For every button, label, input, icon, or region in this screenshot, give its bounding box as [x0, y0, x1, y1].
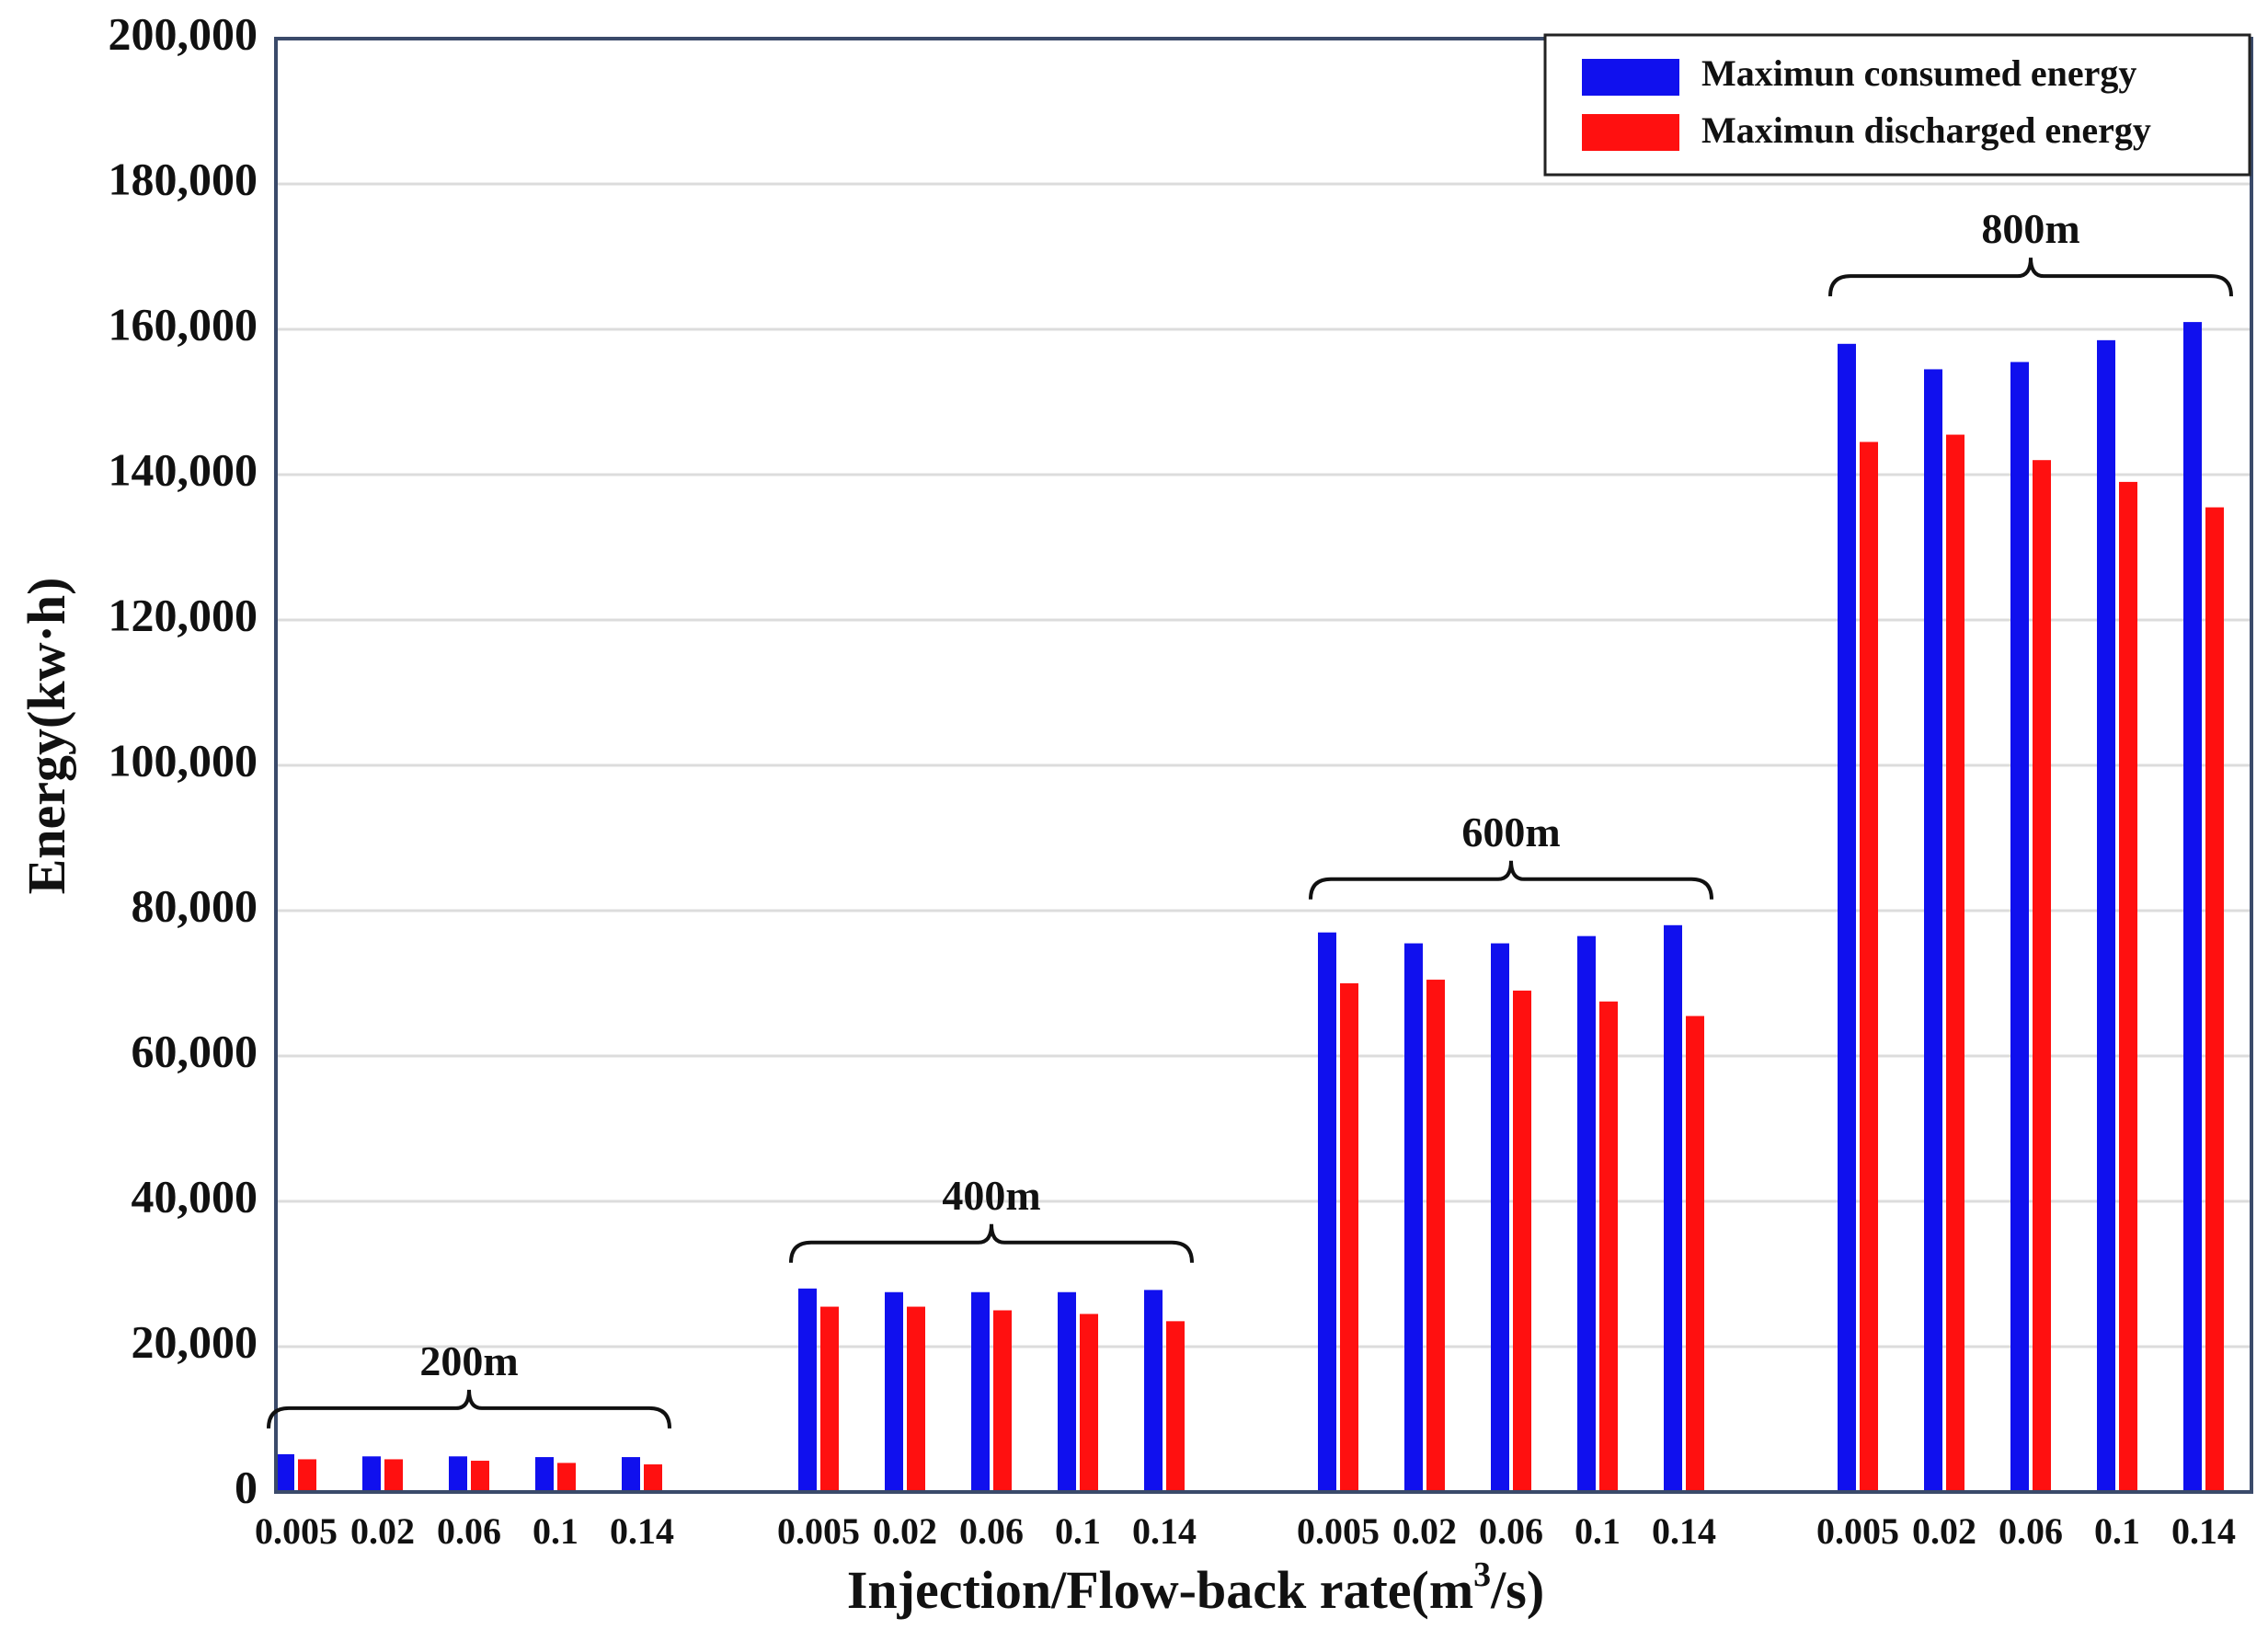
bar-consumed [885, 1291, 903, 1492]
y-axis-title: Energy(kw·h) [17, 578, 76, 895]
x-tick-label: 0.14 [1132, 1510, 1197, 1552]
bar-consumed [1664, 924, 1682, 1492]
bar-discharged [2119, 481, 2137, 1492]
x-axis-title-main: Injection/Flow-back rate(m [847, 1560, 1473, 1620]
x-tick-label: 0.005 [1816, 1510, 1899, 1552]
bar-consumed [798, 1288, 817, 1492]
bar-discharged [1860, 442, 1878, 1493]
x-tick-label: 0.005 [255, 1510, 338, 1552]
plot-area-frame [274, 37, 2253, 1494]
legend-swatch-discharged [1582, 114, 1679, 151]
bar-consumed [535, 1457, 554, 1492]
x-tick-label: 0.06 [959, 1510, 1024, 1552]
x-tick-label: 0.14 [2171, 1510, 2236, 1552]
x-tick-label: 0.1 [533, 1510, 578, 1552]
bar-discharged [557, 1463, 576, 1492]
bar-consumed [449, 1456, 467, 1492]
bar-consumed [2183, 322, 2202, 1493]
x-tick-label: 0.02 [1392, 1510, 1457, 1552]
group-label: 800m [1981, 205, 2079, 252]
legend-label-discharged: Maximun discharged energy [1701, 109, 2151, 151]
x-axis-title-superscript: 3 [1473, 1555, 1491, 1594]
x-tick-label: 0.02 [1912, 1510, 1976, 1552]
bar-consumed [1404, 943, 1423, 1492]
legend-label-consumed: Maximun consumed energy [1701, 52, 2136, 94]
bar-consumed [1491, 943, 1509, 1492]
bar-consumed [622, 1457, 640, 1492]
y-tick-label: 40,000 [132, 1170, 258, 1222]
bar-discharged [1426, 980, 1445, 1492]
bar-discharged [2205, 507, 2224, 1492]
y-tick-label: 0 [235, 1461, 258, 1512]
bar-discharged [993, 1310, 1012, 1492]
legend: Maximun consumed energy Maximun discharg… [1543, 33, 2251, 177]
bar-consumed [1144, 1290, 1163, 1492]
group-brace [789, 1223, 1194, 1263]
y-tick-label: 160,000 [109, 298, 258, 350]
bar-discharged [471, 1461, 489, 1492]
group-label: 200m [419, 1337, 518, 1384]
y-tick-label: 20,000 [132, 1315, 258, 1367]
bar-consumed [1838, 343, 1856, 1492]
bar-discharged [644, 1463, 662, 1492]
group-label: 600m [1461, 809, 1560, 855]
y-tick-label: 180,000 [109, 153, 258, 204]
bar-discharged [1340, 983, 1358, 1492]
bar-discharged [1599, 1001, 1618, 1492]
group-brace [1309, 860, 1713, 900]
legend-swatch-consumed [1582, 59, 1679, 96]
grid-lines [276, 182, 2251, 1348]
x-tick-label: 0.06 [1479, 1510, 1543, 1552]
bar-discharged [384, 1459, 403, 1492]
bar-consumed [1058, 1291, 1076, 1492]
bar-consumed [2010, 361, 2029, 1492]
bar-discharged [1946, 434, 1964, 1492]
x-tick-label: 0.005 [1297, 1510, 1380, 1552]
bars [276, 322, 2224, 1493]
bar-consumed [1318, 932, 1336, 1492]
bar-discharged [298, 1459, 316, 1492]
bar-consumed [971, 1291, 990, 1492]
bar-discharged [820, 1306, 839, 1492]
y-tick-label: 200,000 [109, 7, 258, 59]
x-tick-label: 0.06 [437, 1510, 501, 1552]
x-axis-title: Injection/Flow-back rate(m3/s) [847, 1555, 1544, 1620]
y-tick-label: 80,000 [132, 879, 258, 931]
bar-consumed [362, 1456, 381, 1492]
x-tick-label: 0.1 [1055, 1510, 1101, 1552]
x-tick-label: 0.02 [873, 1510, 937, 1552]
group-brace [267, 1389, 671, 1429]
y-axis-ticks: 0 20,000 40,000 60,000 80,000 100,000 120,000 1… [109, 7, 258, 1512]
bar-discharged [1686, 1016, 1704, 1492]
y-tick-label: 120,000 [109, 589, 258, 640]
x-axis-title-tail: /s) [1490, 1560, 1544, 1620]
x-tick-label: 0.1 [1575, 1510, 1621, 1552]
bar-consumed [1924, 369, 1942, 1493]
x-tick-label: 0.06 [1999, 1510, 2063, 1552]
bar-discharged [2033, 460, 2051, 1493]
bar-consumed [1577, 935, 1596, 1492]
bar-discharged [1166, 1321, 1185, 1492]
y-tick-label: 140,000 [109, 443, 258, 495]
x-tick-label: 0.14 [610, 1510, 674, 1552]
x-tick-label: 0.005 [777, 1510, 860, 1552]
bar-consumed [2097, 339, 2115, 1493]
x-tick-label: 0.14 [1652, 1510, 1716, 1552]
bar-discharged [1080, 1314, 1098, 1492]
group-brace [1828, 258, 2233, 297]
bar-discharged [1513, 990, 1531, 1492]
x-tick-label: 0.02 [350, 1510, 415, 1552]
bar-discharged [907, 1306, 925, 1492]
y-tick-label: 60,000 [132, 1025, 258, 1076]
bar-consumed [276, 1453, 294, 1492]
legend-box [1543, 33, 2251, 177]
group-braces: 200m 400m 600m 800m [267, 205, 2233, 1429]
x-axis-ticks: 0.005 0.02 0.06 0.1 0.14 0.005 0.02 0.06 0.1 0.14… [255, 1510, 2236, 1552]
y-tick-label: 100,000 [109, 734, 258, 786]
x-tick-label: 0.1 [2094, 1510, 2140, 1552]
group-label: 400m [942, 1172, 1040, 1219]
